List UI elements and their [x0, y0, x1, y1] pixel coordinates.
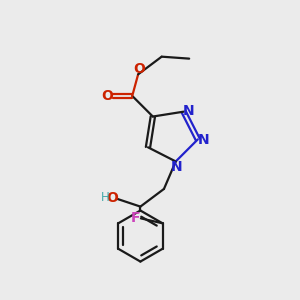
Text: O: O	[106, 191, 119, 205]
Text: F: F	[131, 211, 140, 225]
Text: H: H	[101, 191, 110, 204]
Text: N: N	[171, 160, 182, 174]
Text: N: N	[183, 104, 195, 118]
Text: O: O	[133, 62, 145, 76]
Text: N: N	[197, 133, 209, 147]
Text: O: O	[101, 89, 113, 103]
